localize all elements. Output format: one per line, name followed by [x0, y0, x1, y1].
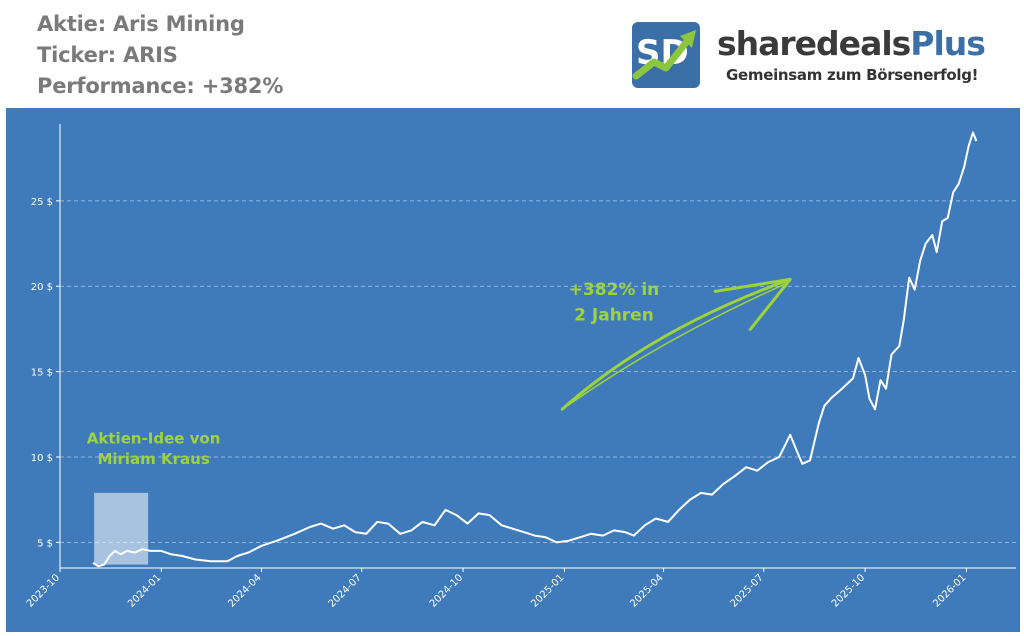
- price-line: [92, 131, 978, 568]
- growth-arrow-shaft-sketch: [567, 282, 787, 406]
- logo-wordmark: sharedealsPlus: [717, 24, 986, 63]
- annotation-performance-line1: +382% in: [569, 280, 660, 300]
- y-tick-label: 10 $: [31, 453, 53, 464]
- y-tick-label: 25 $: [31, 197, 53, 208]
- plot-background: [6, 108, 1020, 632]
- price-chart-svg: 5 $10 $15 $20 $25 $ 2023-10 2024-01 2024-0…: [6, 108, 1020, 632]
- growth-arrow-shaft: [560, 277, 792, 411]
- logo-tagline: Gemeinsam zum Börsenerfolg!: [726, 66, 979, 84]
- price-chart: 5 $10 $15 $20 $25 $ 2023-10 2024-01 2024-0…: [6, 108, 1020, 632]
- sharedeals-logo: SD sharedealsPlus Gemeinsam zum Börsener…: [632, 22, 1002, 90]
- growth-arrow-head: [713, 277, 792, 331]
- y-tick-label: 15 $: [31, 368, 53, 379]
- stock-ticker: Ticker: ARIS: [37, 43, 178, 67]
- stock-performance: Performance: +382%: [37, 74, 284, 98]
- annotation-performance-line2: 2 Jahren: [574, 305, 654, 325]
- stock-name: Aktie: Aris Mining: [37, 12, 245, 36]
- annotation-idea-line2: Miriam Kraus: [97, 450, 209, 468]
- stock-info: Aktie: Aris Mining Ticker: ARIS Performa…: [37, 9, 283, 102]
- header: Aktie: Aris Mining Ticker: ARIS Performa…: [0, 0, 1024, 108]
- y-tick-label: 5 $: [37, 538, 53, 549]
- logo-wordmark-part1: sharedeals: [717, 24, 911, 63]
- growth-arrow-icon: [560, 277, 792, 411]
- idea-highlight-box: [94, 492, 149, 565]
- logo-wordmark-part2: Plus: [910, 24, 986, 63]
- logo-badge-icon: SD: [632, 22, 700, 88]
- y-tick-label: 20 $: [31, 282, 53, 293]
- annotation-idea-line1: Aktien-Idee von: [87, 429, 221, 447]
